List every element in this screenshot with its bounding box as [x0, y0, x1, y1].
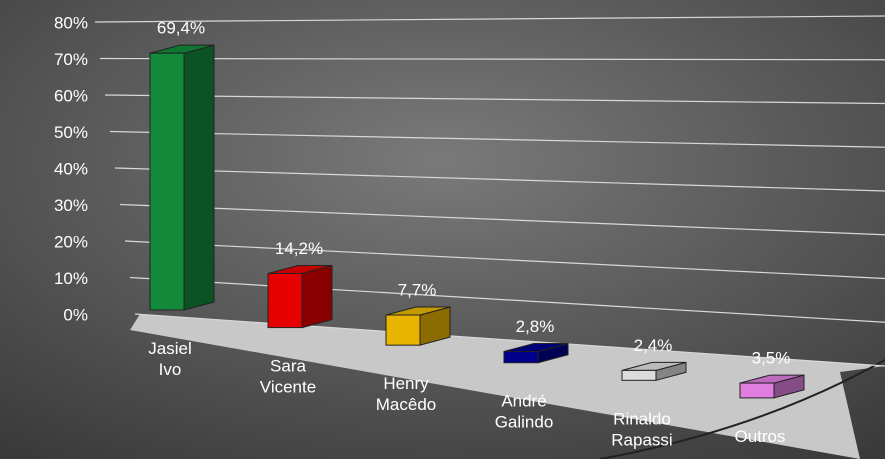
- bar: [267, 272, 303, 329]
- bar: [739, 382, 775, 399]
- grid-line: [99, 57, 885, 61]
- floor: [130, 314, 885, 459]
- bar: [621, 369, 657, 381]
- bar: [385, 314, 421, 346]
- y-tick-label: 40%: [54, 159, 88, 178]
- data-label: 2,4%: [634, 336, 673, 355]
- grid-line: [114, 167, 885, 192]
- grid-line: [129, 276, 885, 323]
- x-tick-label: Jasiel Ivo: [148, 339, 191, 379]
- grid-line: [94, 15, 885, 23]
- y-tick-label: 20%: [54, 232, 88, 251]
- grid-line: [134, 313, 885, 367]
- grid-line: [109, 130, 885, 148]
- y-tick-label: 80%: [54, 13, 88, 32]
- data-label: 14,2%: [275, 239, 323, 258]
- data-label: 3,5%: [752, 349, 791, 368]
- x-tick-label: Sara Vicente: [260, 357, 316, 397]
- y-tick-label: 30%: [54, 196, 88, 215]
- data-label: 7,7%: [398, 280, 437, 299]
- bar-side: [301, 264, 333, 329]
- data-label: 2,8%: [516, 317, 555, 336]
- grid-line: [104, 94, 885, 105]
- y-tick-label: 10%: [54, 269, 88, 288]
- y-tick-label: 50%: [54, 123, 88, 142]
- x-tick-label: Outros: [734, 427, 785, 446]
- y-tick-label: 60%: [54, 86, 88, 105]
- x-tick-label: Henry Macêdo: [376, 375, 436, 415]
- decoration: [599, 359, 885, 459]
- y-tick-label: 0%: [63, 305, 88, 324]
- x-tick-label: Rinaldo Rapassi: [611, 410, 672, 450]
- data-label: 69,4%: [157, 19, 205, 38]
- bar: [149, 52, 185, 311]
- x-tick-label: André Galindo: [495, 392, 554, 432]
- y-tick-label: 70%: [54, 50, 88, 69]
- bar-side: [183, 44, 215, 311]
- grid-line: [124, 240, 885, 280]
- grid-line: [119, 203, 885, 236]
- bar: [503, 350, 539, 364]
